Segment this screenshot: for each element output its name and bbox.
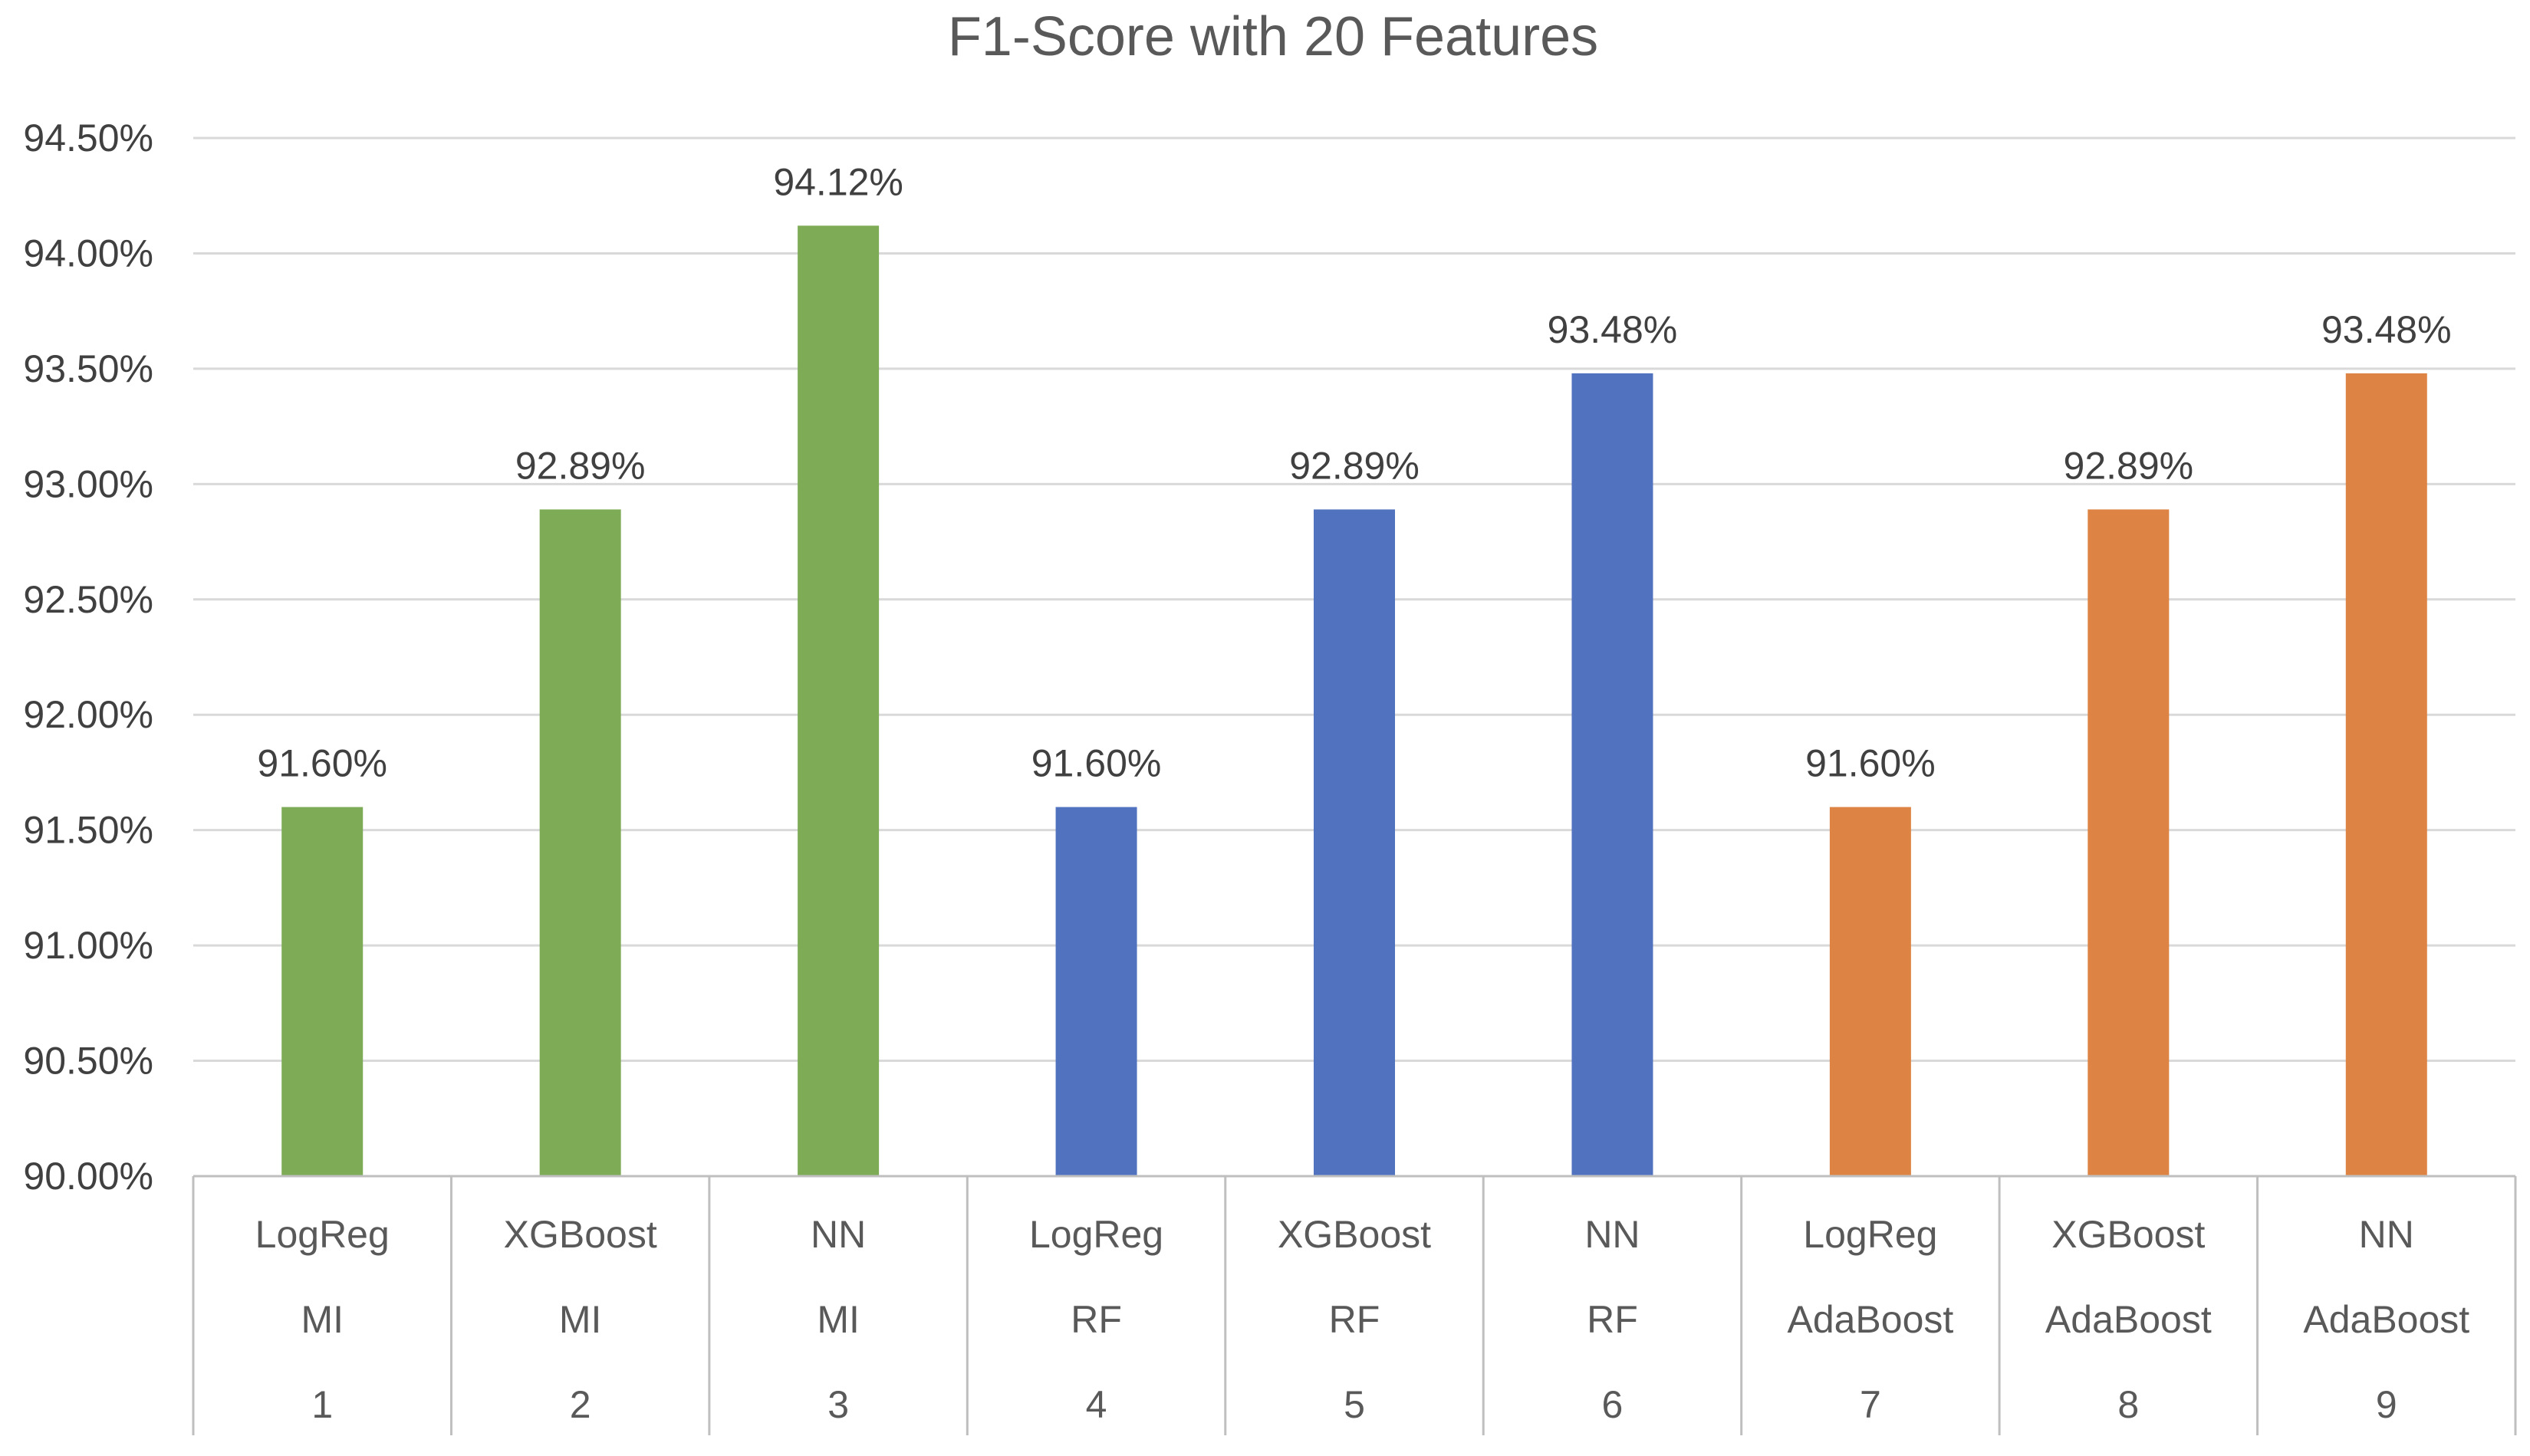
bar [281,807,364,1176]
x-tick-label: 3 [827,1383,849,1426]
x-tick-label: 6 [1602,1383,1624,1426]
y-tick-label: 94.50% [23,117,153,159]
data-label: 92.89% [515,444,646,487]
data-label: 91.60% [1805,742,1936,785]
bar [1314,509,1395,1176]
bar [2087,509,2170,1176]
data-label: 94.12% [773,160,903,203]
x-tick-label: 9 [2376,1383,2397,1426]
y-tick-label: 93.50% [23,347,153,390]
data-label: 91.60% [257,742,387,785]
bar [539,509,621,1176]
bars [281,225,2427,1176]
x-tick-label: RF [1071,1298,1122,1341]
x-tick-label: NN [2359,1213,2414,1256]
x-tick-label: 1 [311,1383,333,1426]
x-tick-label: 4 [1086,1383,1107,1426]
x-tick-label: 7 [1860,1383,1881,1426]
x-tick-label: XGBoost [1278,1213,1431,1256]
x-tick-label: 2 [570,1383,591,1426]
x-tick-label: AdaBoost [2045,1298,2212,1341]
y-axis-ticks: 90.00% 90.50% 91.00% 91.50% 92.00% 92.50% 93.0… [23,117,153,1198]
bar [2345,373,2427,1176]
bar [798,225,880,1176]
bar [1571,373,1653,1176]
x-tick-label: XGBoost [2051,1213,2205,1256]
x-tick-label: MI [817,1298,860,1341]
x-tick-label: NN [811,1213,866,1256]
x-tick-label: 5 [1344,1383,1365,1426]
x-tick-label: MI [301,1298,344,1341]
x-tick-label: RF [1587,1298,1638,1341]
x-tick-label: AdaBoost [2303,1298,2469,1341]
x-tick-label: LogReg [255,1213,390,1256]
x-tick-label: LogReg [1029,1213,1163,1256]
y-tick-label: 93.00% [23,462,153,505]
x-tick-label: XGBoost [504,1213,657,1256]
x-tick-label: NN [1584,1213,1640,1256]
x-axis: LogReg MI 1 XGBoost MI 2 NN MI 3 LogReg RF 4 XGBoost… [192,1175,2517,1435]
x-tick-label: 8 [2117,1383,2139,1426]
y-tick-label: 90.50% [23,1040,153,1083]
y-tick-label: 90.00% [23,1155,153,1198]
data-label: 93.48% [2321,308,2452,351]
x-tick-label: MI [559,1298,602,1341]
y-tick-label: 92.00% [23,693,153,736]
y-tick-label: 91.00% [23,924,153,967]
data-label: 91.60% [1031,742,1162,785]
y-tick-label: 92.50% [23,578,153,621]
x-tick-label: AdaBoost [1787,1298,1953,1341]
data-label: 93.48% [1548,308,1678,351]
data-labels: 91.60% 92.89% 94.12% 91.60% 92.89% 93.48% 91.6… [257,160,2451,784]
data-label: 92.89% [2064,444,2194,487]
y-tick-label: 94.00% [23,232,153,274]
chart-title: F1-Score with 20 Features [948,6,1598,67]
bar [1829,807,1911,1176]
x-tick-label: RF [1329,1298,1380,1341]
bar [1055,807,1137,1176]
y-tick-label: 91.50% [23,809,153,852]
data-label: 92.89% [1289,444,1420,487]
x-tick-label: LogReg [1803,1213,1937,1256]
